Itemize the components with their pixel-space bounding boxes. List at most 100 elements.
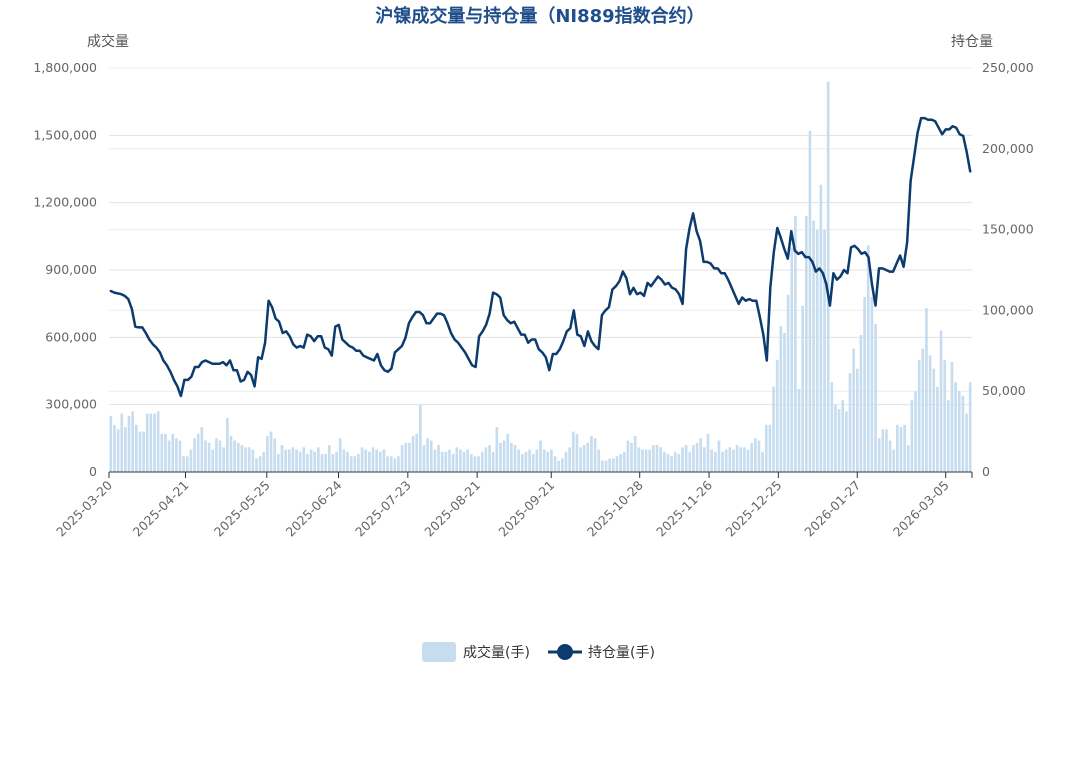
volume-bar xyxy=(397,456,400,472)
x-tick-label: 2025-10-28 xyxy=(584,477,646,539)
volume-bar xyxy=(713,451,717,472)
volume-bar xyxy=(892,449,896,472)
volume-bar xyxy=(185,456,189,472)
volume-bar xyxy=(419,404,422,472)
volume-bar xyxy=(801,305,804,472)
volume-bar xyxy=(324,454,327,472)
volume-bar xyxy=(630,442,633,472)
volume-bar xyxy=(841,400,845,472)
left-tick-label: 1,800,000 xyxy=(33,60,97,75)
volume-bar xyxy=(520,454,524,472)
volume-bar xyxy=(517,449,520,472)
volume-bar xyxy=(287,449,291,472)
volume-bar xyxy=(491,451,495,472)
volume-bar xyxy=(593,438,597,472)
x-tick-label: 2025-07-23 xyxy=(352,478,414,540)
volume-bar xyxy=(335,451,338,472)
volume-bar xyxy=(291,447,295,472)
volume-bar xyxy=(251,449,255,472)
volume-bar xyxy=(484,447,488,472)
gridlines xyxy=(109,67,972,406)
volume-bar xyxy=(888,440,892,472)
volume-bar xyxy=(470,454,473,472)
volume-bar xyxy=(156,411,160,472)
volume-bar xyxy=(306,454,309,472)
volume-bar xyxy=(448,449,451,472)
volume-bar xyxy=(422,445,426,472)
volume-bar xyxy=(389,456,393,472)
volume-bar xyxy=(783,332,786,472)
volume-bar xyxy=(746,449,750,472)
volume-bar xyxy=(855,368,859,472)
legend-label-volume[interactable]: 成交量(手) xyxy=(463,644,530,661)
volume-bar xyxy=(266,436,269,472)
volume-bar xyxy=(138,431,142,472)
volume-bar xyxy=(728,447,732,472)
volume-bar xyxy=(134,424,138,472)
volume-bar xyxy=(200,427,204,472)
volume-bar xyxy=(393,458,397,472)
x-tick-label: 2025-03-20 xyxy=(53,477,115,539)
volume-bar xyxy=(426,438,429,472)
volume-bar xyxy=(415,433,419,472)
volume-bar xyxy=(462,451,466,472)
volume-bar xyxy=(859,335,863,472)
volume-bar xyxy=(535,449,539,472)
volume-bar xyxy=(542,449,546,472)
legend-label-open-interest[interactable]: 持仓量(手) xyxy=(588,645,655,661)
volume-bar xyxy=(761,451,764,472)
volume-bar xyxy=(346,451,349,472)
volume-bar xyxy=(662,451,666,472)
right-tick-label: 250,000 xyxy=(982,60,1034,75)
volume-bar xyxy=(564,451,568,472)
volume-bar xyxy=(943,359,947,472)
volume-bar xyxy=(968,382,972,472)
volume-bar xyxy=(342,449,346,472)
volume-bar xyxy=(528,449,531,472)
volume-bar xyxy=(735,445,739,472)
x-tick-label: 2025-05-25 xyxy=(211,478,273,540)
volume-bar xyxy=(837,409,841,472)
volume-bar xyxy=(775,359,779,472)
volume-bar xyxy=(473,456,477,472)
volume-bar xyxy=(207,442,211,472)
volume-bar xyxy=(229,436,233,472)
volume-bar xyxy=(612,458,615,472)
volume-bar xyxy=(226,418,229,472)
volume-bar xyxy=(178,440,182,472)
volume-bar xyxy=(145,413,149,472)
volume-bar xyxy=(950,362,954,472)
volume-bar xyxy=(124,427,127,472)
volume-bar xyxy=(531,454,535,472)
volume-bar xyxy=(703,447,706,472)
volume-bar xyxy=(459,449,462,472)
volume-bar xyxy=(382,449,386,472)
chart-title: 沪镍成交量与持仓量（NI889指数合约） xyxy=(375,5,704,27)
volume-bar xyxy=(546,451,550,472)
legend-swatch-volume[interactable] xyxy=(422,642,456,662)
volume-bar xyxy=(710,449,713,472)
volume-bar xyxy=(550,449,553,472)
volume-bar xyxy=(218,440,222,472)
volume-bar xyxy=(947,400,950,472)
volume-bar xyxy=(258,456,262,472)
volume-bar xyxy=(400,445,404,472)
left-axis-name: 成交量 xyxy=(87,33,129,50)
volume-bar xyxy=(127,415,131,472)
volume-bar xyxy=(215,438,218,472)
volume-bar xyxy=(925,308,928,472)
volume-bar xyxy=(815,229,819,472)
volume-bar xyxy=(914,391,917,472)
volume-bar xyxy=(411,436,415,472)
volume-bar xyxy=(233,440,236,472)
legend-swatch-open-interest-marker[interactable] xyxy=(557,644,573,660)
volume-bar xyxy=(688,451,692,472)
volume-bar xyxy=(440,451,444,472)
volume-bar xyxy=(240,445,244,472)
volume-bar xyxy=(375,449,378,472)
volume-bar xyxy=(633,436,637,472)
volume-bar xyxy=(480,451,484,472)
volume-bar xyxy=(874,323,877,472)
volume-bar xyxy=(786,294,790,472)
volume-bar xyxy=(812,220,815,472)
